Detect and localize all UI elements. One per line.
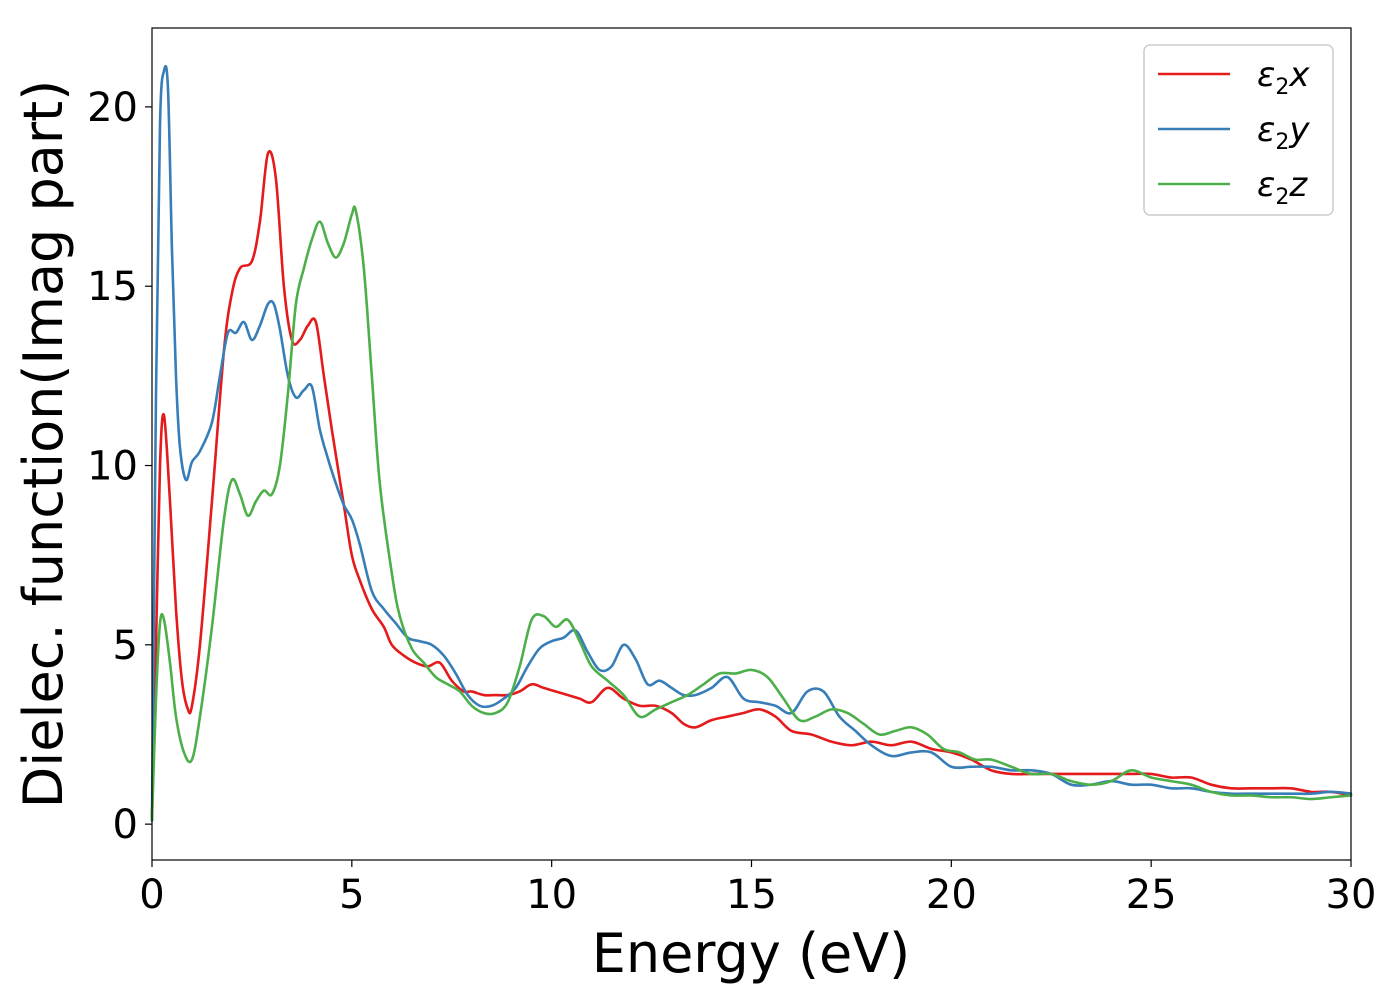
- x-tick-label: 15: [726, 872, 777, 918]
- legend-label-y: ε2y: [1257, 110, 1310, 155]
- x-tick-label: 0: [139, 872, 164, 918]
- legend-label-x: ε2x: [1257, 55, 1310, 100]
- x-axis-ticks: 0 5 10 15 20 25 30: [139, 860, 1376, 918]
- series-line-y: [150, 64, 1353, 822]
- legend-label-z: ε2z: [1257, 165, 1308, 210]
- x-tick-label: 10: [526, 872, 577, 918]
- x-tick-label: 30: [1326, 872, 1377, 918]
- y-tick-label: 5: [113, 623, 138, 669]
- x-axis-title: Energy (eV): [592, 922, 911, 985]
- y-axis-title: Dielec. function(Imag part): [12, 80, 75, 809]
- series-layer: [150, 64, 1353, 822]
- y-tick-label: 0: [113, 802, 138, 848]
- series-line-z: [150, 205, 1353, 822]
- x-tick-label: 5: [339, 872, 364, 918]
- y-tick-label: 20: [87, 85, 138, 131]
- x-tick-label: 25: [1126, 872, 1177, 918]
- legend: ε2x ε2y ε2z: [1143, 44, 1334, 216]
- y-axis-ticks: 0 5 10 15 20: [87, 85, 152, 848]
- legend-box: [1143, 44, 1334, 216]
- y-tick-label: 10: [87, 444, 138, 490]
- legend-items: ε2x ε2y ε2z: [1158, 55, 1310, 210]
- x-tick-label: 20: [926, 872, 977, 918]
- y-tick-label: 15: [87, 264, 138, 310]
